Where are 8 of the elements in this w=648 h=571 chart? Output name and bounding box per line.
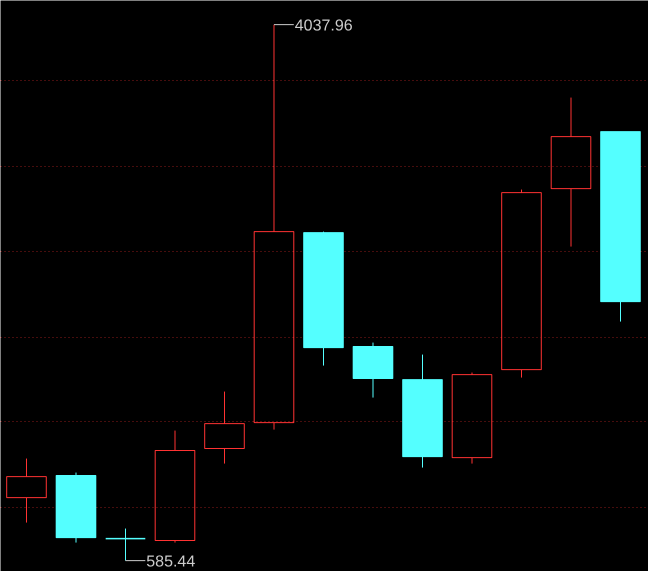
candlestick [204,391,245,464]
candlestick [6,458,47,524]
candlestick [402,354,443,468]
annotation: 4037.96 [294,18,353,35]
candlestick [104,528,146,562]
annotation: 585.44 [146,554,196,571]
candlestick [550,97,592,248]
candlestick [254,24,294,430]
